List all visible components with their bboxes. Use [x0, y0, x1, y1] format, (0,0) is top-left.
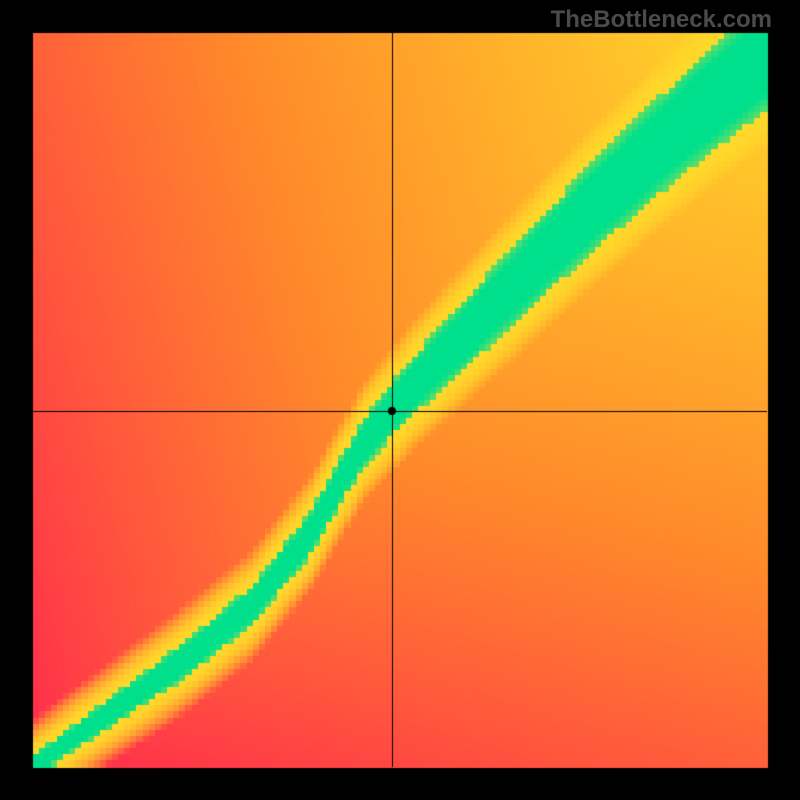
- chart-container: { "watermark": { "text": "TheBottleneck.…: [0, 0, 800, 800]
- bottleneck-heatmap: [0, 0, 800, 800]
- watermark-text: TheBottleneck.com: [551, 6, 772, 34]
